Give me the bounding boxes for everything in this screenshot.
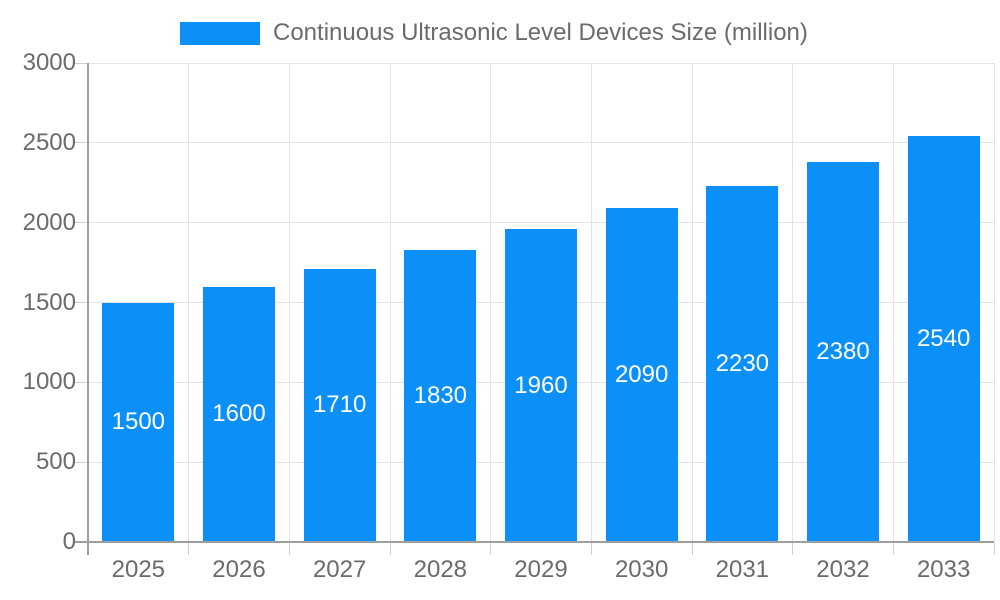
gridline-vertical xyxy=(590,63,592,542)
x-axis-tick xyxy=(288,543,290,555)
x-axis-tick-label: 2029 xyxy=(514,556,568,583)
plot-area: 1500 1600 1710 1830 1960 2090 2230 2380 2540 xyxy=(88,62,995,542)
y-axis-line xyxy=(87,63,89,555)
x-axis-tick xyxy=(490,543,492,555)
gridline-horizontal xyxy=(88,62,994,64)
bar[interactable]: 2090 xyxy=(605,208,678,542)
bar[interactable]: 1960 xyxy=(505,229,577,542)
y-axis-tick xyxy=(75,461,87,463)
legend-item[interactable]: Continuous Ultrasonic Level Devices Size… xyxy=(180,19,808,47)
gridline-vertical xyxy=(288,63,290,542)
gridline-vertical xyxy=(691,63,693,542)
bar[interactable]: 2380 xyxy=(807,162,879,542)
x-axis-tick-label: 2033 xyxy=(916,556,971,583)
x-axis-tick xyxy=(892,543,894,555)
y-axis-tick-label: 0 xyxy=(62,528,76,555)
bar-value-label: 1830 xyxy=(413,381,468,409)
y-axis-tick-label: 1500 xyxy=(22,288,76,316)
bar-value-label: 2230 xyxy=(715,349,770,377)
gridline-horizontal xyxy=(88,222,994,224)
y-axis-tick xyxy=(75,222,87,224)
y-axis-tick-label: 3000 xyxy=(22,49,76,76)
y-axis-tick-label: 2000 xyxy=(22,208,76,236)
y-axis-tick xyxy=(75,142,87,144)
x-axis-tick xyxy=(691,543,693,555)
y-axis-tick xyxy=(75,381,87,383)
x-axis-line xyxy=(75,541,994,543)
bar-value-label: 2540 xyxy=(916,325,971,353)
bar[interactable]: 1600 xyxy=(203,286,275,542)
y-axis-tick xyxy=(75,302,87,303)
legend-color-swatch xyxy=(180,21,260,45)
gridline-vertical xyxy=(188,63,190,542)
gridline-vertical xyxy=(993,63,995,542)
y-axis-tick xyxy=(75,62,87,64)
x-axis-tick xyxy=(792,543,794,555)
gridline-horizontal xyxy=(88,142,994,144)
bar-value-label: 2380 xyxy=(816,338,870,365)
gridline-vertical xyxy=(892,63,894,542)
legend-label: Continuous Ultrasonic Level Devices Size… xyxy=(273,19,808,46)
x-axis-tick xyxy=(188,543,190,555)
gridline-vertical xyxy=(792,63,794,542)
bar-value-label: 2090 xyxy=(614,361,669,389)
x-axis-tick-label: 2028 xyxy=(413,556,468,583)
x-axis-tick-label: 2030 xyxy=(614,556,669,583)
gridline-vertical xyxy=(490,63,492,542)
bar-value-label: 1500 xyxy=(111,408,166,436)
y-axis-tick-label: 1000 xyxy=(22,368,76,396)
x-axis-tick-label: 2027 xyxy=(312,556,367,583)
bar-value-label: 1710 xyxy=(312,391,367,419)
x-axis-tick-label: 2032 xyxy=(816,556,870,583)
bar[interactable]: 2540 xyxy=(907,136,980,542)
x-axis-tick-label: 2031 xyxy=(715,556,770,583)
x-axis-tick-label: 2025 xyxy=(111,556,166,583)
x-axis-tick xyxy=(993,543,995,555)
bar[interactable]: 2230 xyxy=(706,185,779,542)
y-axis-tick-label: 2500 xyxy=(22,128,76,156)
gridline-vertical xyxy=(389,63,391,542)
bar[interactable]: 1830 xyxy=(404,249,477,542)
x-axis-tick-label: 2026 xyxy=(212,556,266,583)
x-axis-tick xyxy=(590,543,592,555)
x-axis-tick xyxy=(389,543,391,555)
bar-value-label: 1960 xyxy=(514,371,568,399)
bar-value-label: 1600 xyxy=(212,400,266,428)
y-axis-tick-label: 500 xyxy=(35,448,76,476)
bar[interactable]: 1710 xyxy=(303,268,376,542)
bar[interactable]: 1500 xyxy=(102,302,175,542)
